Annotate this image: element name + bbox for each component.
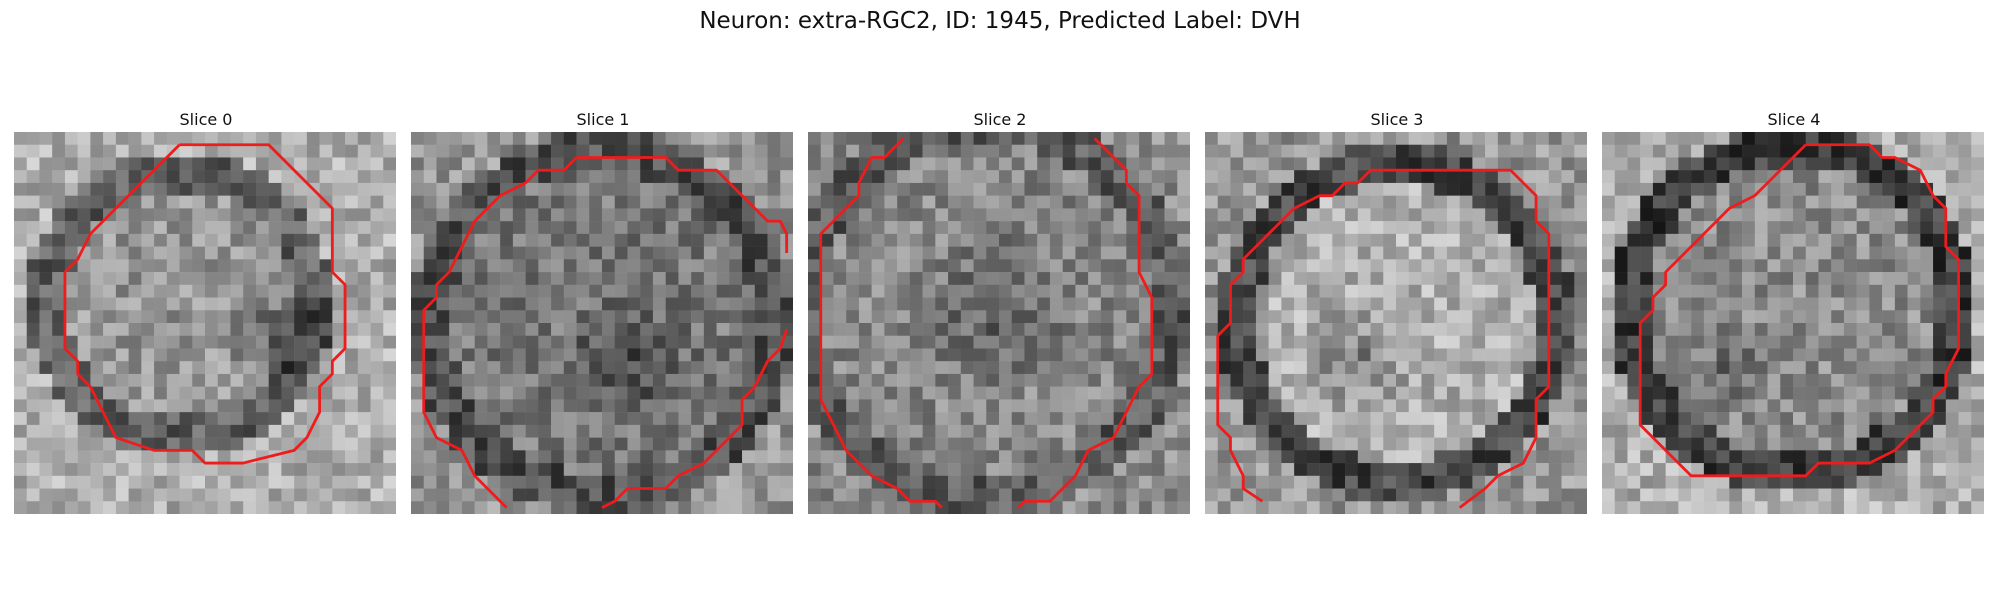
slice-title: Slice 4 bbox=[1767, 110, 1821, 129]
slice-panel-4: Slice 4 bbox=[1602, 110, 1986, 514]
figure-title: Neuron: extra-RGC2, ID: 1945, Predicted … bbox=[699, 8, 1301, 34]
slice-title: Slice 3 bbox=[1370, 110, 1424, 129]
cell-contour bbox=[819, 137, 943, 509]
cell-contour bbox=[422, 156, 578, 509]
pixel-grid bbox=[1602, 132, 1984, 514]
slice-panel-2: Slice 2 bbox=[808, 110, 1192, 514]
slice-panel-0: Slice 0 bbox=[14, 110, 398, 514]
slice-image bbox=[14, 132, 396, 514]
slice-image bbox=[1205, 132, 1587, 514]
slice-panel-3: Slice 3 bbox=[1205, 110, 1589, 514]
cell-contour bbox=[601, 328, 788, 509]
pixel-grid bbox=[1205, 132, 1587, 514]
cell-contour bbox=[1383, 168, 1551, 509]
slice-image bbox=[1602, 132, 1984, 514]
slice-title: Slice 1 bbox=[576, 110, 630, 129]
cell-contour bbox=[1638, 143, 1960, 478]
slice-image bbox=[808, 132, 1190, 514]
cell-contour bbox=[1017, 137, 1154, 509]
slice-title: Slice 0 bbox=[179, 110, 233, 129]
slice-panel-1: Slice 1 bbox=[411, 110, 795, 514]
pixel-grid bbox=[411, 132, 793, 514]
pixel-grid bbox=[808, 132, 1190, 514]
cell-contour bbox=[576, 156, 789, 253]
slice-image bbox=[411, 132, 793, 514]
cell-contour bbox=[1216, 168, 1384, 503]
slice-title: Slice 2 bbox=[973, 110, 1027, 129]
pixel-grid bbox=[14, 132, 396, 514]
cell-contour bbox=[63, 143, 347, 465]
